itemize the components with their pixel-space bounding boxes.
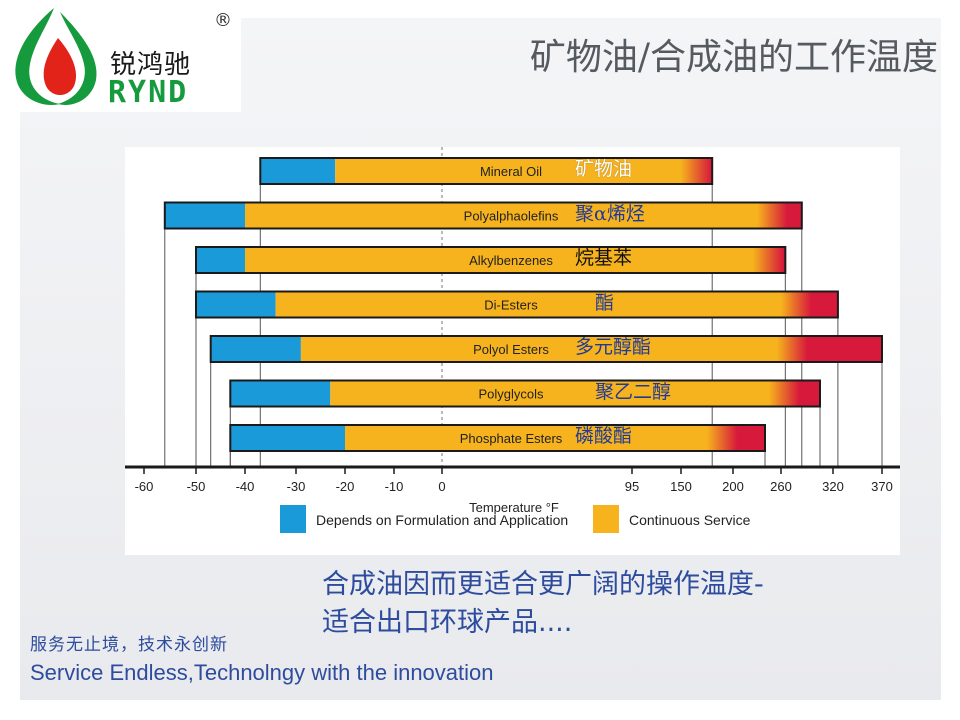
slogan-en: Service Endless,Technolngy with the inno… [30, 660, 494, 685]
chart-svg: Mineral Oil Polyalphaolefins Alkylbenzenes… [125, 147, 900, 533]
x-tick-label: -50 [187, 479, 206, 494]
bar-outline [195, 290, 839, 319]
bar-label-cn: 多元醇酯 [575, 336, 652, 358]
x-tick-label: 200 [722, 479, 744, 494]
x-tick-label: 0 [438, 479, 445, 494]
bar-label-cn: 磷酸酯 [575, 425, 633, 447]
slogan-cn: 服务无止境，技术永创新 [30, 635, 228, 655]
x-tick-label: 260 [770, 479, 792, 494]
bar-blue-segment [230, 380, 331, 407]
bar-label-cn: 矿物油 [575, 158, 633, 180]
x-tick-label: 370 [871, 479, 893, 494]
caption-line-2: 适合出口环球产品.... [322, 607, 573, 638]
x-tick-label: -20 [336, 479, 355, 494]
bar-blue-segment [196, 291, 276, 318]
registered-mark: ® [214, 10, 232, 31]
temperature-chart: Mineral Oil Polyalphaolefins Alkylbenzenes… [125, 147, 900, 555]
x-tick-label: 95 [625, 479, 639, 494]
flame-leaf-icon [15, 8, 97, 105]
x-tick-label: -10 [385, 479, 404, 494]
x-tick-label: 320 [822, 479, 844, 494]
x-axis-label: Temperature °F [469, 500, 559, 515]
legend-label: Depends on Formulation and Application [316, 512, 568, 528]
bar-outline [209, 335, 883, 363]
bar-blue-segment [164, 202, 245, 229]
x-tick-label: 150 [670, 479, 692, 494]
bar-label: Phosphate Esters [460, 431, 563, 446]
bar-blue-segment [196, 247, 245, 273]
bar-label: Polyglycols [478, 387, 544, 402]
bar-orange-segment [335, 158, 713, 184]
x-tick-label: -30 [287, 479, 306, 494]
bar-outline [229, 379, 822, 408]
bar-blue-segment [230, 425, 345, 451]
bar-outline [195, 246, 787, 274]
bar-outline [163, 201, 803, 230]
bar-orange-segment [345, 425, 765, 451]
bar-orange-segment [245, 202, 802, 229]
bar-label-cn: 烷基苯 [575, 247, 633, 269]
bar-label: Di-Esters [484, 298, 538, 313]
legend-swatch [593, 505, 619, 533]
bar-orange-segment [330, 380, 820, 407]
page-title: 矿物油/合成油的工作温度 [529, 37, 938, 78]
bar-outline [229, 424, 767, 452]
brand-logo: 锐鸿驰 RYND ® [0, 0, 241, 112]
bar-orange-segment [275, 291, 838, 318]
bar-label: Mineral Oil [480, 164, 542, 179]
bar-orange-segment [300, 336, 882, 362]
x-tick-label: -40 [236, 479, 255, 494]
bar-label-cn: 酯 [595, 291, 615, 314]
x-tick-label: -60 [135, 479, 154, 494]
caption: 合成油因而更适合更广阔的操作温度- 适合出口环球产品.... [322, 566, 882, 642]
bar-orange-segment [245, 247, 786, 273]
legend-swatch [280, 505, 306, 533]
bar-outline [259, 157, 714, 185]
caption-line-1: 合成油因而更适合更广阔的操作温度- [322, 569, 764, 600]
bar-label: Polyalphaolefins [464, 209, 559, 224]
bar-blue-segment [210, 336, 301, 362]
bar-blue-segment [260, 158, 336, 184]
brand-name-cn: 锐鸿驰 [110, 50, 192, 80]
brand-name-en: RYND [108, 75, 189, 110]
bar-label-cn: 聚乙二醇 [595, 380, 672, 403]
bar-label: Polyol Esters [473, 342, 549, 357]
bar-label-cn: 聚α烯烃 [575, 202, 645, 225]
legend-label: Continuous Service [629, 512, 751, 528]
bar-label: Alkylbenzenes [469, 253, 553, 268]
